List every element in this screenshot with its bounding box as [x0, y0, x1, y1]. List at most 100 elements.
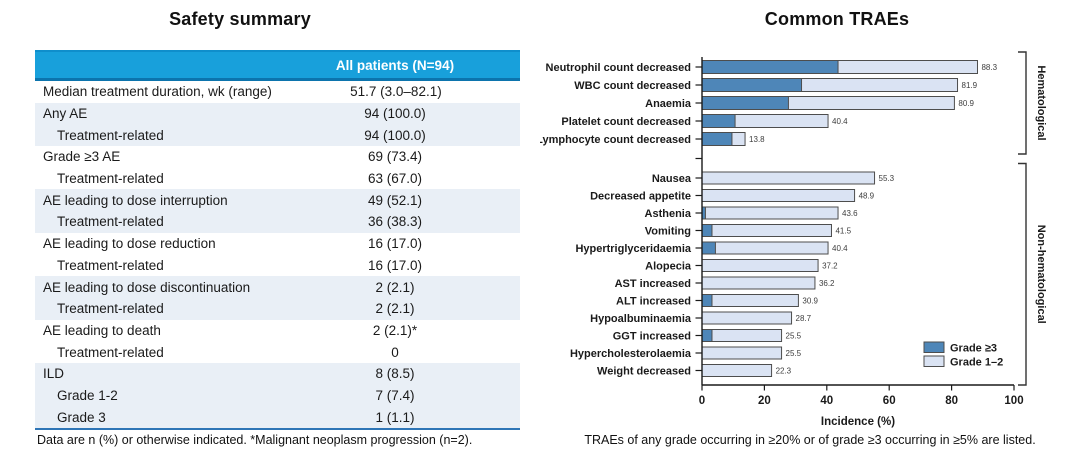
table-row: AE leading to dose reduction 16 (17.0)	[35, 233, 520, 255]
x-tick-label: 60	[883, 395, 896, 407]
bar-value-label: 30.9	[802, 297, 818, 306]
bar-grade3	[701, 114, 736, 128]
row-label: Treatment-related	[57, 301, 164, 317]
bar-value-label: 40.4	[832, 244, 848, 253]
bar-grade3	[701, 60, 839, 74]
safety-summary-title: Safety summary	[169, 9, 311, 29]
table-row: Treatment-related 2 (2.1)	[35, 297, 520, 320]
row-label: AE leading to death	[43, 322, 161, 338]
row-label: Treatment-related	[57, 171, 164, 187]
group-label: Hematological	[1035, 65, 1047, 140]
table-row: AE leading to death 2 (2.1)*	[35, 320, 520, 342]
bar-grade12	[701, 294, 799, 307]
bar-value-label: 48.9	[859, 192, 875, 201]
table-row: AE leading to dose discontinuation 2 (2.1…	[35, 276, 520, 298]
bar-grade12	[701, 329, 783, 342]
bar-value-label: 88.3	[981, 63, 997, 72]
bar-grade12	[701, 189, 856, 202]
table-row: Treatment-related 63 (67.0)	[35, 168, 520, 190]
row-label: Grade ≥3 AE	[43, 149, 121, 165]
x-tick-label: 20	[758, 395, 771, 407]
bar-value-label: 25.5	[786, 332, 802, 341]
category-label: Hypertriglyceridaemia	[575, 243, 691, 255]
chart-footnote: TRAEs of any grade occurring in ≥20% or …	[584, 433, 1036, 447]
table-row: Treatment-related 36 (38.3)	[35, 211, 520, 233]
row-label: Any AE	[43, 106, 88, 122]
legend-label: Grade ≥3	[950, 343, 997, 355]
category-label: Lymphocyte count decreased	[540, 134, 691, 146]
bar-grade12	[701, 276, 816, 290]
x-tick-label: 80	[945, 395, 958, 407]
x-tick-label: 40	[820, 395, 833, 407]
row-label: Grade 3	[57, 409, 106, 425]
category-label: Hypercholesterolaemia	[570, 348, 692, 360]
traes-chart: Neutrophil count decreased 88.3 WBC count …	[540, 51, 1047, 428]
bar-grade3	[701, 132, 733, 146]
bar-grade12	[701, 224, 832, 237]
bar-value-label: 28.7	[796, 314, 812, 323]
row-value: 49 (52.1)	[367, 192, 423, 208]
row-value: 94 (100.0)	[364, 106, 426, 122]
bar-value-label: 43.6	[842, 209, 858, 218]
category-label: Hypoalbuminaemia	[590, 313, 692, 325]
category-label: Platelet count decreased	[561, 116, 691, 128]
x-tick-label: 0	[699, 395, 705, 407]
group-bracket	[1018, 51, 1027, 155]
bar-grade3	[701, 224, 713, 237]
row-label: Treatment-related	[57, 257, 164, 273]
group-label: Non-hematological	[1035, 225, 1047, 324]
row-value: 2 (2.1)	[375, 279, 415, 295]
common-traes-title: Common TRAEs	[764, 9, 910, 29]
bar-value-label: 80.9	[958, 99, 974, 108]
bar-grade3	[701, 294, 713, 307]
row-label: AE leading to dose interruption	[43, 192, 228, 208]
category-label: Decreased appetite	[590, 191, 691, 203]
safety-table-body: Median treatment duration, wk (range) 51.…	[35, 81, 520, 430]
row-label: AE leading to dose reduction	[43, 236, 216, 252]
bar-value-label: 13.8	[749, 135, 765, 144]
bar-grade12	[701, 206, 839, 220]
bar-value-label: 22.3	[776, 367, 792, 376]
table-row: Grade 1-2 7 (7.4)	[35, 384, 520, 407]
row-value: 7 (7.4)	[375, 387, 415, 403]
table-row: ILD 8 (8.5)	[35, 362, 520, 385]
bar-grade3	[701, 96, 789, 110]
category-label: Weight decreased	[597, 366, 691, 378]
row-label: Median treatment duration, wk (range)	[43, 84, 272, 100]
row-value: 2 (2.1)*	[372, 322, 418, 338]
bar-grade12	[701, 171, 876, 185]
bar-value-label: 37.2	[822, 262, 838, 271]
group-bracket	[1018, 162, 1027, 386]
bar-value-label: 55.3	[879, 174, 895, 183]
table-row: AE leading to dose interruption 49 (52.1)	[35, 189, 520, 212]
category-label: Asthenia	[645, 208, 692, 220]
bar-grade12	[701, 259, 819, 272]
legend-label: Grade 1–2	[950, 357, 1003, 369]
table-row: Any AE 94 (100.0)	[35, 102, 520, 125]
table-footnote: Data are n (%) or otherwise indicated. *…	[37, 433, 473, 447]
row-value: 16 (17.0)	[367, 257, 423, 273]
row-value: 16 (17.0)	[367, 236, 423, 252]
bar-grade3	[701, 78, 803, 92]
legend-swatch	[923, 355, 945, 367]
table-row: Treatment-related 94 (100.0)	[35, 124, 520, 147]
row-value: 0	[391, 344, 399, 360]
category-label: WBC count decreased	[574, 80, 691, 92]
bar-grade12	[701, 364, 773, 377]
bar-grade12	[701, 311, 793, 325]
table-row: Treatment-related 16 (17.0)	[35, 255, 520, 277]
bar-value-label: 36.2	[819, 279, 835, 288]
category-label: Vomiting	[645, 226, 691, 238]
row-value: 36 (38.3)	[367, 214, 423, 230]
row-value: 2 (2.1)	[375, 301, 415, 317]
bar-value-label: 41.5	[835, 227, 851, 236]
category-label: AST increased	[615, 278, 691, 290]
category-label: Anaemia	[645, 98, 692, 110]
bar-grade12	[701, 241, 829, 255]
row-label: AE leading to dose discontinuation	[43, 279, 251, 295]
bar-grade3	[701, 241, 716, 255]
bar-grade12	[701, 346, 783, 360]
table-header-row: All patients (N=94)	[35, 50, 520, 81]
bar-grade3	[701, 329, 713, 342]
